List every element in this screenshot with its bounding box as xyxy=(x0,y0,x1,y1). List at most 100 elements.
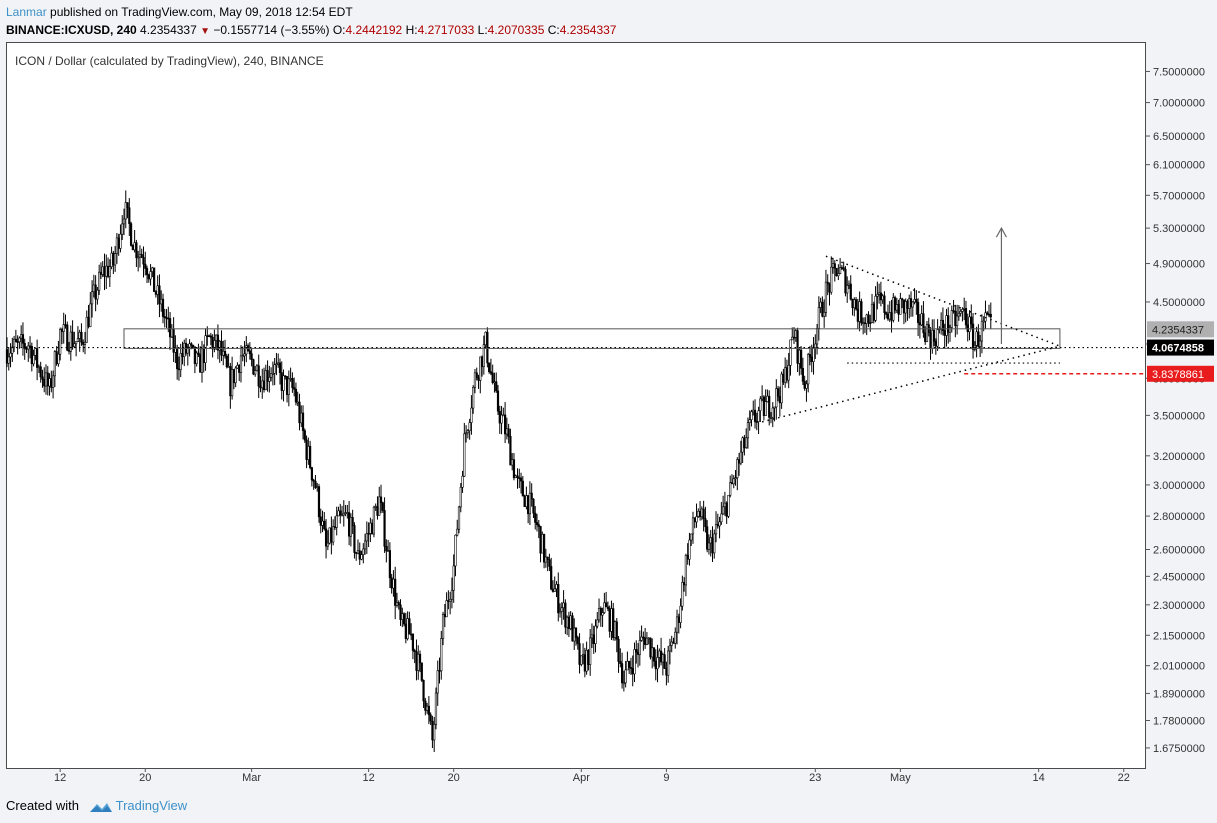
candle-body xyxy=(773,406,776,409)
candle-body xyxy=(30,345,33,365)
candle-body xyxy=(18,337,21,343)
author-link[interactable]: Lanmar xyxy=(6,5,47,19)
candle-body xyxy=(644,637,647,645)
candle-body xyxy=(122,218,126,225)
candle-body xyxy=(590,634,594,639)
candle-body xyxy=(518,477,521,479)
candle-body xyxy=(792,336,796,339)
candle-body xyxy=(76,338,80,342)
candle-body xyxy=(805,383,808,389)
arrow-head-icon xyxy=(995,226,1007,238)
close-label: C: xyxy=(547,23,560,37)
low-label: L: xyxy=(477,23,488,37)
candle-body xyxy=(271,372,274,375)
candle-body xyxy=(527,495,530,515)
candle-body xyxy=(954,310,957,327)
candle-body xyxy=(406,618,409,640)
candle-body xyxy=(878,292,881,295)
candle-body xyxy=(319,516,322,526)
candle-body xyxy=(791,336,794,341)
candle-body xyxy=(138,254,142,258)
candle-body xyxy=(890,312,893,321)
candle-body xyxy=(87,316,90,327)
y-tick-label: 7.0000000 xyxy=(1153,98,1205,110)
candle-body xyxy=(874,295,877,321)
candle-body xyxy=(697,510,700,517)
candle-body xyxy=(553,588,556,592)
candle-body xyxy=(709,537,712,544)
candle-body xyxy=(60,329,64,332)
candle-body xyxy=(140,254,143,258)
candle-body xyxy=(679,605,682,623)
candle-body xyxy=(411,633,415,651)
y-tick-label: 3.2000000 xyxy=(1153,451,1205,463)
candle-body xyxy=(225,355,228,368)
candle-body xyxy=(622,682,625,685)
candle-body xyxy=(759,398,762,412)
y-tick-label: 2.4500000 xyxy=(1153,571,1205,583)
candle-body xyxy=(316,486,319,488)
candle-body xyxy=(387,550,390,552)
candle-body xyxy=(576,637,579,644)
candle-body xyxy=(211,336,214,350)
candle-body xyxy=(397,602,400,606)
candle-body xyxy=(587,650,590,665)
candle-body xyxy=(528,492,532,515)
candle-body xyxy=(181,353,184,357)
candle-body xyxy=(477,377,480,381)
candle-body xyxy=(245,345,248,355)
y-tick-label: 2.3000000 xyxy=(1153,600,1205,612)
candle-body xyxy=(71,331,74,347)
candle-body xyxy=(266,370,269,382)
candle-body xyxy=(151,267,154,272)
candle-body xyxy=(847,283,851,286)
price-tag-label: 4.2354337 xyxy=(1152,324,1204,336)
candle-body xyxy=(25,348,28,350)
candle-body xyxy=(909,298,913,308)
candle-body xyxy=(32,355,35,365)
candle-body xyxy=(789,339,792,366)
candle-body xyxy=(817,307,820,329)
candle-body xyxy=(156,285,159,295)
high-value: 4.2717033 xyxy=(417,23,475,37)
candle-body xyxy=(771,407,774,418)
candle-body xyxy=(193,346,196,364)
candle-body xyxy=(415,651,418,671)
candle-body xyxy=(839,267,842,274)
candle-body xyxy=(232,369,235,384)
support-zone-rectangle[interactable] xyxy=(123,328,1061,349)
candle-body xyxy=(307,445,310,460)
candle-body xyxy=(464,432,468,435)
candle-body xyxy=(92,284,95,293)
candle-body xyxy=(635,649,638,653)
candle-body xyxy=(830,266,833,293)
open-value: 4.2442192 xyxy=(345,23,403,37)
candle-body xyxy=(684,554,688,586)
candle-body xyxy=(814,343,817,349)
tradingview-link[interactable]: TradingView xyxy=(115,798,188,813)
candle-body xyxy=(842,267,845,270)
candle-body xyxy=(332,526,335,543)
candle-body xyxy=(640,636,643,641)
candle-body xyxy=(108,266,111,277)
chart-panel[interactable] xyxy=(6,42,1146,769)
candle-body xyxy=(757,410,760,422)
candle-body xyxy=(459,486,462,508)
candle-body xyxy=(823,312,826,317)
candle-body xyxy=(303,430,306,441)
candle-body xyxy=(535,522,539,525)
candle-body xyxy=(209,335,212,338)
x-tick-label: 9 xyxy=(663,772,669,784)
candle-body xyxy=(948,327,952,333)
candle-body xyxy=(821,301,824,317)
candle-body xyxy=(601,612,604,616)
candle-body xyxy=(683,582,686,586)
last-price: 4.2354337 xyxy=(140,23,197,37)
candle-body xyxy=(372,506,376,535)
candle-body xyxy=(707,542,711,550)
candle-body xyxy=(324,528,328,547)
y-tick-label: 5.3000000 xyxy=(1153,223,1205,235)
candle-body xyxy=(511,459,514,466)
candle-body xyxy=(713,533,716,554)
